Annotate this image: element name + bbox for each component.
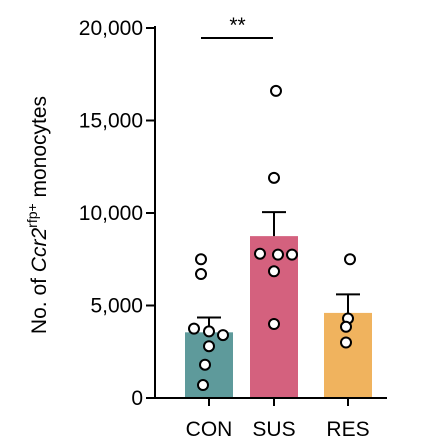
data-point-con bbox=[199, 358, 211, 371]
data-point-con bbox=[188, 322, 200, 335]
y-axis-label-prefix: No. of bbox=[28, 272, 51, 334]
data-point-sus bbox=[270, 84, 282, 97]
y-tick-label: 10,000 bbox=[79, 202, 143, 225]
data-point-res bbox=[340, 320, 352, 333]
svg-text:No. of Ccr2rfp+ monocytes: No. of Ccr2rfp+ monocytes bbox=[24, 96, 51, 334]
data-point-res bbox=[344, 253, 356, 266]
data-point-con bbox=[195, 268, 207, 281]
data-point-sus bbox=[268, 265, 280, 278]
x-tick-label: SUS bbox=[252, 418, 295, 441]
y-axis-label-suffix: monocytes bbox=[28, 96, 51, 203]
data-point-con bbox=[195, 253, 207, 266]
data-point-con bbox=[203, 340, 215, 353]
y-axis-label-gene: Ccr2 bbox=[28, 228, 51, 273]
plot-area: 0 5,000 10,000 15,000 20,000 CON SUS RES ** bbox=[79, 14, 387, 441]
data-point-con bbox=[217, 329, 229, 342]
data-point-sus bbox=[268, 318, 280, 330]
data-point-sus bbox=[254, 247, 266, 260]
y-axis-label: No. of Ccr2rfp+ monocytes bbox=[24, 96, 51, 334]
y-tick-label: 0 bbox=[131, 387, 143, 410]
data-point-sus bbox=[268, 171, 280, 184]
y-axis-label-superscript: rfp+ bbox=[24, 203, 40, 228]
data-point-sus bbox=[286, 248, 298, 261]
data-point-con bbox=[197, 379, 209, 392]
y-tick-label: 5,000 bbox=[90, 295, 143, 318]
significance-label: ** bbox=[229, 14, 245, 37]
y-tick-label: 15,000 bbox=[79, 110, 143, 133]
x-tick-label: RES bbox=[326, 418, 369, 441]
data-point-con bbox=[203, 325, 215, 338]
x-tick-label: CON bbox=[186, 418, 233, 441]
bar-sus bbox=[250, 236, 298, 398]
data-point-sus bbox=[272, 248, 284, 261]
y-tick-label: 20,000 bbox=[79, 17, 143, 40]
data-point-res bbox=[340, 336, 352, 349]
